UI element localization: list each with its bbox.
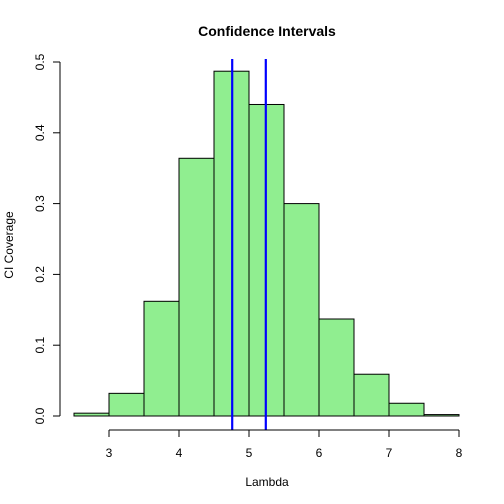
y-tick-label: 0.2 — [33, 266, 47, 283]
x-tick-label: 7 — [386, 446, 393, 460]
x-tick-label: 4 — [176, 446, 183, 460]
histogram-bar — [423, 414, 460, 417]
histogram-bar — [318, 318, 355, 417]
y-tick-label: 0.5 — [33, 53, 47, 70]
histogram-bar — [178, 157, 215, 417]
x-tick-label: 8 — [456, 446, 463, 460]
x-axis: 3 4 5 6 7 8 — [106, 429, 463, 460]
bars-group — [73, 70, 460, 417]
y-tick-label: 0.4 — [33, 124, 47, 141]
y-axis-title: CI Coverage — [2, 211, 16, 279]
histogram-bar — [388, 402, 425, 417]
histogram-bar — [283, 203, 320, 417]
y-tick-label: 0.0 — [33, 407, 47, 424]
x-axis-title: Lambda — [245, 475, 289, 489]
histogram-bar — [108, 392, 145, 417]
x-tick-label: 6 — [316, 446, 323, 460]
y-axis: 0.0 0.1 0.2 0.3 0.4 0.5 — [33, 53, 61, 424]
x-tick-label: 3 — [106, 446, 113, 460]
x-tick-label: 5 — [246, 446, 253, 460]
histogram-bar — [353, 373, 390, 417]
y-tick-label: 0.1 — [33, 337, 47, 354]
histogram-bar — [143, 300, 180, 417]
histogram-bar — [73, 412, 110, 417]
y-tick-label: 0.3 — [33, 195, 47, 212]
reference-lines-group — [231, 59, 267, 430]
chart-title: Confidence Intervals — [198, 23, 336, 39]
